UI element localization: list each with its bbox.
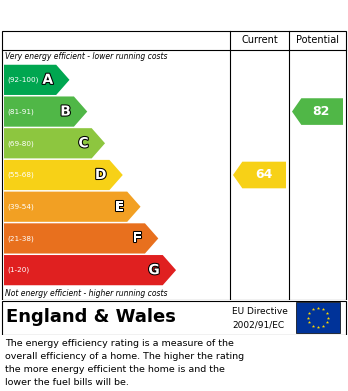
Polygon shape [4, 65, 70, 95]
Text: Current: Current [241, 35, 278, 45]
Polygon shape [233, 162, 286, 188]
Text: The energy efficiency rating is a measure of the
overall efficiency of a home. T: The energy efficiency rating is a measur… [5, 339, 244, 387]
Text: Not energy efficient - higher running costs: Not energy efficient - higher running co… [5, 289, 167, 298]
Text: Energy Efficiency Rating: Energy Efficiency Rating [69, 7, 279, 23]
Text: D: D [95, 168, 106, 182]
Text: C: C [78, 136, 89, 150]
Text: A: A [42, 73, 53, 87]
Text: 2002/91/EC: 2002/91/EC [232, 320, 284, 329]
Text: EU Directive: EU Directive [232, 307, 288, 316]
Text: (81-91): (81-91) [7, 108, 34, 115]
Text: E: E [115, 200, 124, 214]
Text: (69-80): (69-80) [7, 140, 34, 147]
Polygon shape [4, 192, 141, 222]
Polygon shape [4, 255, 176, 285]
Text: (92-100): (92-100) [7, 77, 38, 83]
Text: England & Wales: England & Wales [6, 308, 176, 326]
Text: (1-20): (1-20) [7, 267, 29, 273]
Polygon shape [4, 128, 105, 158]
Text: 64: 64 [255, 169, 272, 181]
Polygon shape [4, 97, 87, 127]
Text: (55-68): (55-68) [7, 172, 34, 178]
Polygon shape [292, 98, 343, 125]
Polygon shape [4, 223, 158, 253]
Bar [296, 302, 340, 333]
Text: B: B [60, 104, 71, 118]
Polygon shape [4, 160, 123, 190]
Text: Very energy efficient - lower running costs: Very energy efficient - lower running co… [5, 52, 167, 61]
Text: 82: 82 [313, 105, 330, 118]
Text: (21-38): (21-38) [7, 235, 34, 242]
Text: G: G [148, 263, 160, 277]
Text: F: F [133, 231, 142, 246]
Text: Potential: Potential [296, 35, 339, 45]
Text: (39-54): (39-54) [7, 203, 34, 210]
